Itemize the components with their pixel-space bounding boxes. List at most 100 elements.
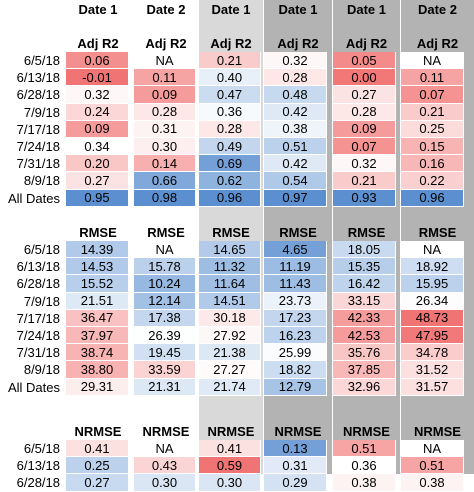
table-cell: 0.38: [264, 120, 327, 138]
row-label: All Dates: [7, 190, 60, 206]
table-cell: 17.23: [264, 309, 327, 327]
results-table: Date 1 Date 2 Date 1 Date 1 Date 1 Date 2 Adj …: [7, 0, 474, 492]
table-cell: 21.31: [134, 378, 196, 396]
table-cell: 10.24: [134, 275, 196, 293]
table-cell: 18.92: [401, 258, 464, 276]
metric-label: RMSE: [147, 225, 185, 240]
table-cell: 14.39: [66, 241, 129, 259]
table-cell: 0.32: [66, 86, 129, 104]
table-cell: 26.34: [401, 292, 464, 310]
row-label: 6/28/18: [16, 475, 60, 491]
table-cell: 0.28: [333, 103, 396, 121]
table-cell: 0.24: [66, 103, 129, 121]
table-cell: 42.53: [333, 327, 396, 345]
table-cell: 0.51: [264, 138, 327, 156]
table-cell: 0.07: [401, 86, 464, 104]
table-cell: 0.93: [333, 189, 396, 207]
table-cell: 0.36: [199, 103, 261, 121]
table-cell: 37.85: [333, 361, 396, 379]
table-cell: 38.80: [66, 361, 129, 379]
table-cell: 0.14: [134, 155, 196, 173]
metric-label: RMSE: [347, 225, 386, 240]
table-cell: 11.43: [264, 275, 327, 293]
row-label: 6/5/18: [23, 242, 60, 258]
table-cell: 0.28: [134, 103, 196, 121]
table-cell: 0.25: [66, 457, 129, 475]
table-cell: 0.09: [66, 120, 129, 138]
row-label: 7/17/18: [16, 310, 60, 326]
table-cell: 0.62: [199, 172, 261, 190]
table-cell: 27.92: [199, 327, 261, 345]
table-cell: NA: [401, 241, 464, 259]
table-cell: 0.15: [401, 138, 464, 156]
table-cell: 21.51: [66, 292, 129, 310]
table-cell: 15.78: [134, 258, 196, 276]
table-cell: 18.82: [264, 361, 327, 379]
metric-label: Adj R2: [416, 36, 459, 51]
metric-label: Adj R2: [145, 36, 187, 51]
row-label: 6/28/18: [16, 276, 60, 292]
table-cell: 0.09: [134, 86, 196, 104]
row-label: 6/5/18: [23, 441, 60, 457]
metric-label: NRMSE: [74, 424, 122, 439]
table-cell: 0.97: [264, 189, 327, 207]
table-cell: 0.09: [333, 120, 396, 138]
table-cell: 0.20: [66, 155, 129, 173]
table-cell: 14.51: [199, 292, 261, 310]
table-cell: 33.15: [333, 292, 396, 310]
table-cell: 0.30: [134, 138, 196, 156]
table-cell: NA: [134, 52, 196, 70]
table-cell: 21.38: [199, 344, 261, 362]
column-header: Date 1: [211, 1, 251, 17]
table-cell: 0.36: [333, 457, 396, 475]
table-cell: 0.38: [333, 474, 396, 492]
row-label: All Dates: [7, 379, 60, 395]
table-cell: 48.73: [401, 309, 464, 327]
table-cell: 33.59: [134, 361, 196, 379]
table-cell: 0.49: [199, 138, 261, 156]
metric-label: RMSE: [279, 225, 317, 240]
metric-label: NRMSE: [274, 424, 322, 439]
row-label: 6/28/18: [16, 87, 60, 103]
table-cell: 0.31: [134, 120, 196, 138]
table-cell: 0.21: [333, 172, 396, 190]
row-label: 7/24/18: [16, 139, 60, 155]
row-label: 7/9/18: [23, 293, 60, 309]
row-label: 7/17/18: [16, 121, 60, 137]
table-cell: 34.78: [401, 344, 464, 362]
metric-label: Adj R2: [277, 36, 319, 51]
table-cell: NA: [134, 241, 196, 259]
table-cell: 15.52: [66, 275, 129, 293]
table-cell: 0.69: [199, 155, 261, 173]
table-cell: 25.99: [264, 344, 327, 362]
table-cell: 47.95: [401, 327, 464, 345]
table-cell: 12.79: [264, 378, 327, 396]
table-cell: 0.00: [333, 69, 396, 87]
table-cell: 0.51: [333, 440, 396, 458]
table-cell: 0.16: [401, 155, 464, 173]
table-cell: 0.27: [66, 474, 129, 492]
row-label: 6/13/18: [16, 458, 60, 474]
table-cell: 0.66: [134, 172, 196, 190]
row-label: 6/13/18: [16, 259, 60, 275]
table-cell: 26.39: [134, 327, 196, 345]
row-label: 6/5/18: [23, 53, 60, 69]
table-cell: 0.30: [134, 474, 196, 492]
table-cell: 18.05: [333, 241, 396, 259]
table-cell: 14.65: [199, 241, 261, 259]
table-cell: 0.06: [66, 52, 129, 70]
table-cell: 16.42: [333, 275, 396, 293]
table-cell: 0.11: [134, 69, 196, 87]
table-cell: 0.41: [199, 440, 261, 458]
table-cell: 15.95: [401, 275, 464, 293]
table-cell: 29.31: [66, 378, 129, 396]
column-header: Date 1: [278, 1, 318, 17]
table-cell: 0.43: [134, 457, 196, 475]
table-cell: 11.32: [199, 258, 261, 276]
table-cell: 27.27: [199, 361, 261, 379]
table-cell: 38.74: [66, 344, 129, 362]
table-cell: 0.48: [264, 86, 327, 104]
table-cell: 0.31: [264, 457, 327, 475]
metric-label: NRMSE: [207, 424, 255, 439]
metric-label: NRMSE: [414, 424, 461, 439]
